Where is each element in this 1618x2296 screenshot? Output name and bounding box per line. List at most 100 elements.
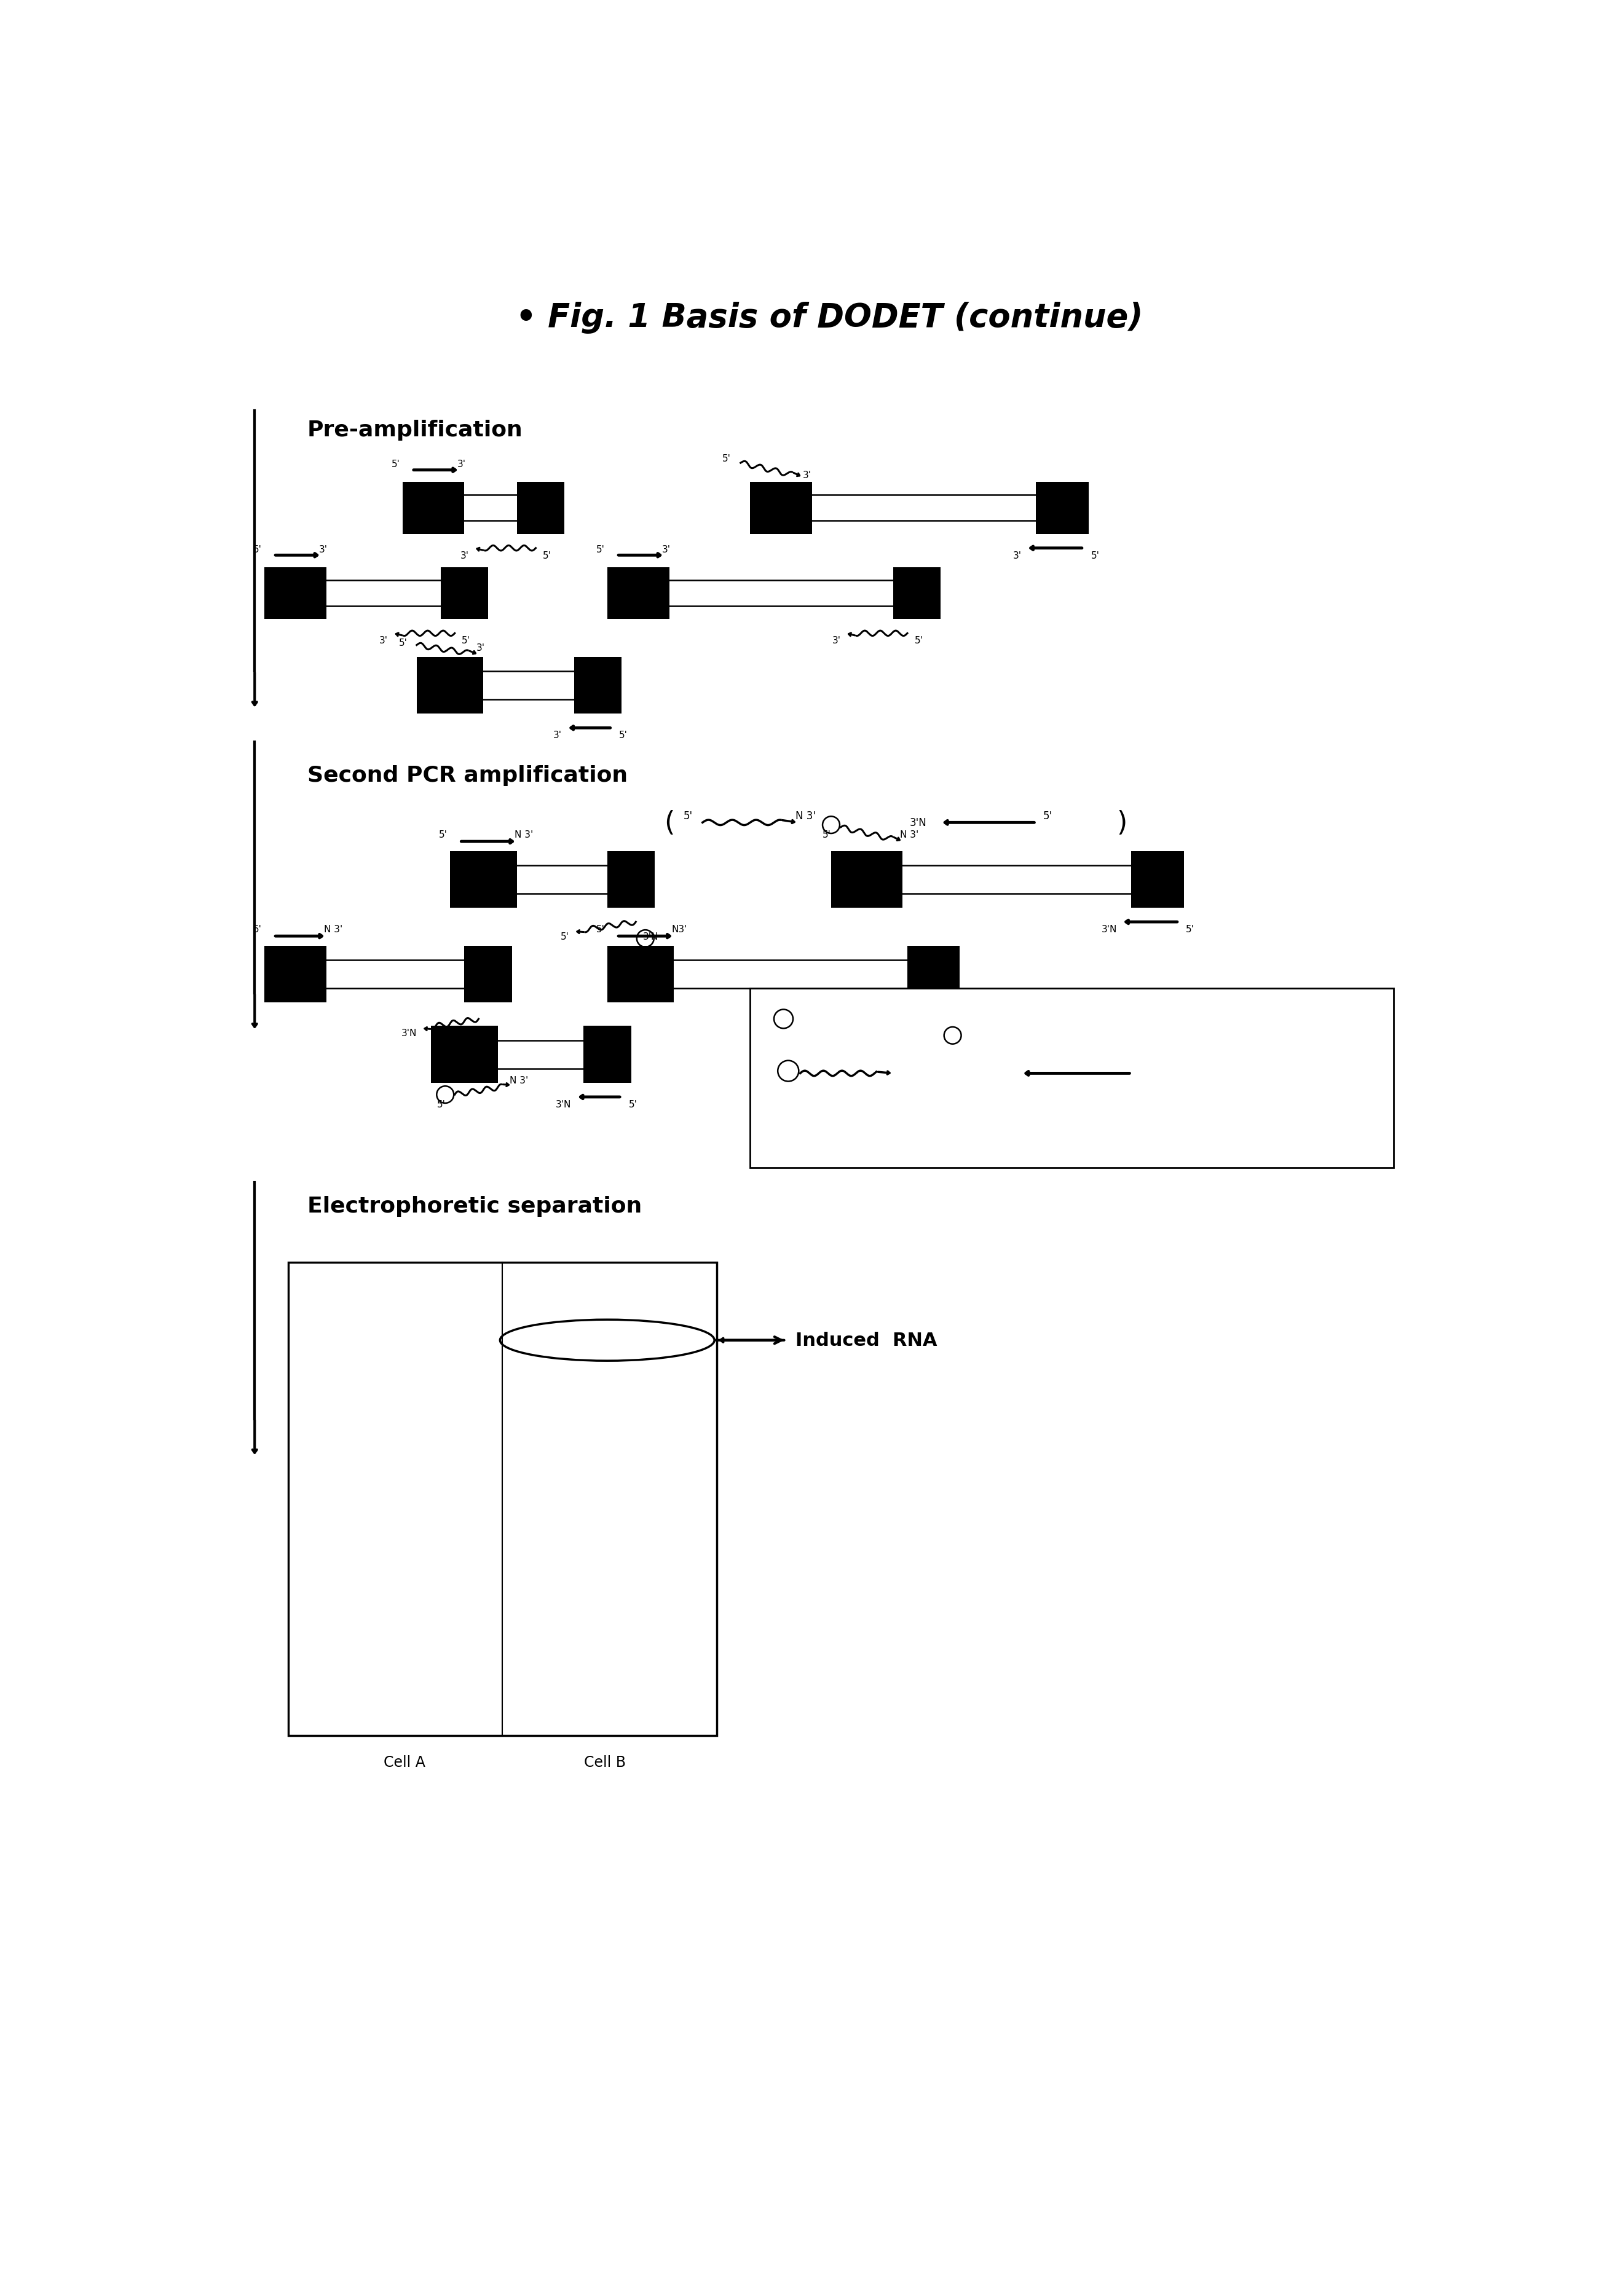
Bar xyxy=(440,567,489,620)
Text: N = A or C or G or T: N = A or C or G or T xyxy=(885,1130,997,1141)
Bar xyxy=(450,852,516,907)
Bar xyxy=(751,482,812,535)
Text: Second PCR amplification: Second PCR amplification xyxy=(307,765,628,785)
Bar xyxy=(607,946,675,1003)
Bar xyxy=(304,1295,489,1311)
Bar xyxy=(304,1394,489,1410)
Bar xyxy=(264,567,327,620)
Text: 3': 3' xyxy=(461,551,469,560)
Text: 5': 5' xyxy=(684,810,693,822)
Text: 5': 5' xyxy=(254,544,262,553)
Text: 5': 5' xyxy=(620,730,628,739)
Bar xyxy=(417,657,484,714)
Text: 5': 5' xyxy=(398,638,408,647)
Bar xyxy=(893,567,940,620)
Text: 3'N: 3'N xyxy=(867,1029,883,1038)
Text: 5': 5' xyxy=(392,459,400,468)
Text: (: ( xyxy=(663,810,675,836)
Bar xyxy=(511,1681,702,1697)
Bar xyxy=(304,1570,489,1584)
Text: 5': 5' xyxy=(723,455,731,464)
Text: 3': 3' xyxy=(380,636,388,645)
Bar xyxy=(511,1612,702,1628)
Text: 3': 3' xyxy=(319,544,327,553)
Bar xyxy=(464,946,511,1003)
Bar xyxy=(751,990,1393,1169)
Bar xyxy=(264,946,327,1003)
Bar xyxy=(511,1334,702,1348)
Text: 5': 5' xyxy=(254,925,262,934)
Text: 3'N: 3'N xyxy=(1000,1058,1018,1070)
Bar xyxy=(430,1026,498,1084)
Text: 3': 3' xyxy=(662,544,670,553)
Bar xyxy=(1036,482,1089,535)
Text: N 3': N 3' xyxy=(515,831,532,840)
Text: 5': 5' xyxy=(1186,925,1194,934)
Text: 5': 5' xyxy=(461,636,471,645)
Text: 5': 5' xyxy=(560,932,570,941)
Text: 5': 5' xyxy=(778,1058,788,1070)
Text: 3': 3' xyxy=(458,459,466,468)
Text: 5': 5' xyxy=(1044,810,1052,822)
Bar xyxy=(908,946,959,1003)
Text: 5': 5' xyxy=(438,831,448,840)
Text: 5': 5' xyxy=(437,1100,445,1109)
Bar xyxy=(288,1263,717,1736)
Text: N 3': N 3' xyxy=(796,810,815,822)
Text: 3': 3' xyxy=(476,643,485,652)
Bar xyxy=(304,1334,489,1348)
Bar xyxy=(304,1362,489,1375)
Text: 3': 3' xyxy=(1013,551,1021,560)
Text: 5': 5' xyxy=(629,1100,637,1109)
Text: N 3': N 3' xyxy=(510,1077,527,1086)
Text: Pre-amplification: Pre-amplification xyxy=(307,420,523,441)
Text: 3'N: 3'N xyxy=(909,817,927,829)
Text: 5': 5' xyxy=(597,925,605,934)
Text: 5': 5' xyxy=(822,831,832,840)
Text: Cell A: Cell A xyxy=(383,1754,426,1770)
Text: 3'N: 3'N xyxy=(642,932,659,941)
Text: N 3': N 3' xyxy=(324,925,343,934)
Text: ): ) xyxy=(1116,810,1128,836)
Bar xyxy=(574,657,621,714)
Bar xyxy=(304,1681,489,1697)
Bar xyxy=(607,852,655,907)
Bar xyxy=(403,482,464,535)
Text: N3': N3' xyxy=(671,925,688,934)
Bar xyxy=(304,1499,489,1513)
Bar xyxy=(511,1428,702,1442)
Text: 5': 5' xyxy=(1091,551,1099,560)
Text: 3'N: 3'N xyxy=(557,1100,571,1109)
Bar xyxy=(304,1651,489,1665)
Text: 3': 3' xyxy=(803,471,811,480)
Bar xyxy=(832,852,903,907)
Bar xyxy=(511,1499,702,1513)
Bar xyxy=(584,1026,631,1084)
Text: 3'N: 3'N xyxy=(1102,925,1116,934)
Text: 5': 5' xyxy=(597,544,605,553)
Text: = Radioactive or fluorescent label: = Radioactive or fluorescent label xyxy=(798,1013,987,1024)
Bar xyxy=(1131,852,1184,907)
Text: 3': 3' xyxy=(832,636,841,645)
Bar xyxy=(511,1295,702,1311)
Bar xyxy=(607,567,670,620)
Bar xyxy=(516,482,565,535)
Bar xyxy=(511,1394,702,1410)
Bar xyxy=(511,1465,702,1481)
Text: N 3': N 3' xyxy=(890,1058,911,1070)
Text: 5': 5' xyxy=(953,1029,961,1038)
Text: Electrophoretic separation: Electrophoretic separation xyxy=(307,1196,642,1217)
Text: Induced  RNA: Induced RNA xyxy=(796,1332,937,1350)
Text: 5': 5' xyxy=(1139,1058,1147,1070)
Bar xyxy=(511,1651,702,1665)
Text: • Fig. 1 Basis of DODET (continue): • Fig. 1 Basis of DODET (continue) xyxy=(516,301,1142,333)
Text: N 3': N 3' xyxy=(900,831,919,840)
Text: 5': 5' xyxy=(544,551,552,560)
Bar xyxy=(304,1465,489,1481)
Text: 3'N: 3'N xyxy=(401,1029,417,1038)
Text: 5': 5' xyxy=(485,1029,493,1038)
Text: Cell B: Cell B xyxy=(584,1754,626,1770)
Bar xyxy=(511,1362,702,1375)
Bar xyxy=(511,1570,702,1584)
Bar xyxy=(511,1536,702,1552)
